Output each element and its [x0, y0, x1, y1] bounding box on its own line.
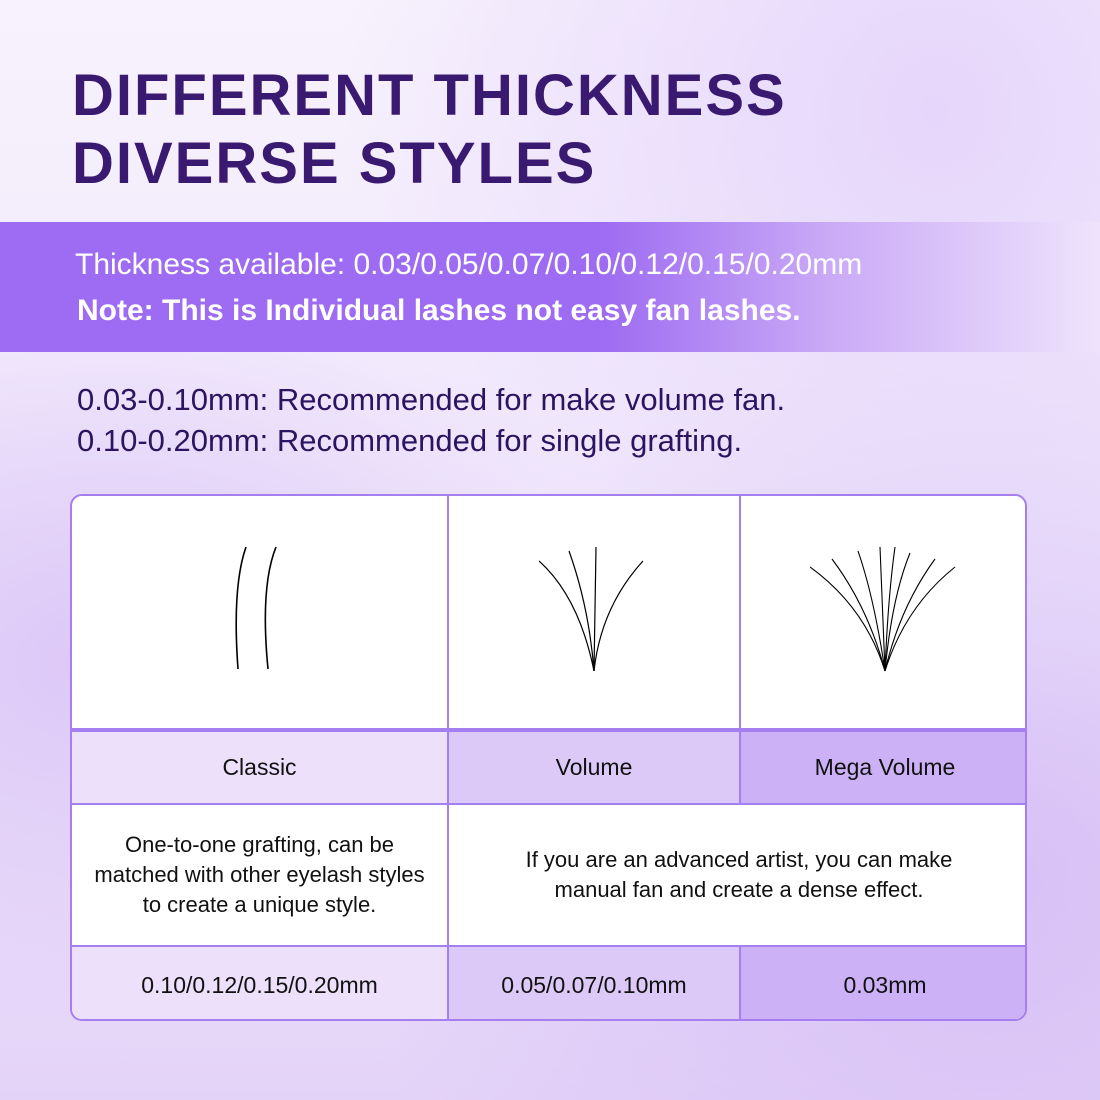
volume-description: If you are an advanced artist, you can m…: [449, 805, 1025, 947]
title-line-1: DIFFERENT THICKNESS: [72, 63, 787, 128]
volume-image-cell: [449, 496, 741, 730]
classic-description: One-to-one grafting, can be matched with…: [72, 805, 449, 947]
volume-fan-icon: [539, 547, 644, 672]
title-line-2: DIVERSE STYLES: [72, 131, 597, 196]
comparison-table: Classic Volume Mega Volume One-to-one gr…: [70, 494, 1027, 1021]
style-volume: Volume: [449, 730, 741, 805]
classic-thickness: 0.10/0.12/0.15/0.20mm: [72, 947, 449, 1019]
recommendation: 0.03-0.10mm: Recommended for make volume…: [77, 382, 786, 417]
mega-volume-image-cell: [741, 496, 1025, 730]
mega-volume-fan-icon: [810, 547, 956, 672]
mega-volume-thickness: 0.03mm: [741, 947, 1025, 1019]
style-classic: Classic: [72, 730, 449, 805]
thickness-available: Thickness available: 0.03/0.05/0.07/0.10…: [75, 248, 863, 281]
note: Note: This is Individual lashes not easy…: [77, 294, 801, 327]
style-mega-volume: Mega Volume: [741, 730, 1025, 805]
classic-image-cell: [72, 496, 449, 730]
volume-thickness: 0.05/0.07/0.10mm: [449, 947, 741, 1019]
info-band: Thickness available: 0.03/0.05/0.07/0.10…: [0, 222, 1100, 352]
classic-lash-icon: [234, 547, 277, 670]
recommendation: 0.10-0.20mm: Recommended for single graf…: [77, 423, 743, 458]
page-title: DIFFERENT THICKNESS DIVERSE STYLES: [72, 62, 787, 198]
